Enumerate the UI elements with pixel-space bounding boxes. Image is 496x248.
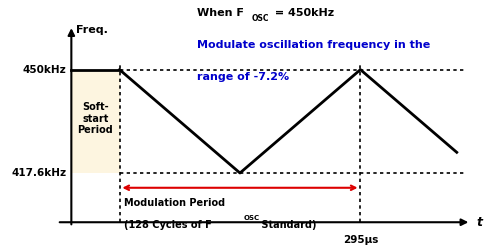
Bar <box>71 70 120 173</box>
Text: When F: When F <box>196 8 244 18</box>
Text: OSC: OSC <box>252 14 269 23</box>
Text: Modulation Period: Modulation Period <box>124 198 226 208</box>
Text: t: t <box>476 216 482 229</box>
Text: (128 Cycles of F: (128 Cycles of F <box>124 220 212 230</box>
Text: = 450kHz: = 450kHz <box>271 8 334 18</box>
Text: 450kHz: 450kHz <box>23 65 66 75</box>
Text: Modulate oscillation frequency in the: Modulate oscillation frequency in the <box>196 40 430 50</box>
Text: Soft-
start
Period: Soft- start Period <box>77 102 113 135</box>
Text: range of -7.2%: range of -7.2% <box>196 72 289 82</box>
Text: 417.6kHz: 417.6kHz <box>11 168 66 178</box>
Text: OSC: OSC <box>244 215 260 221</box>
Text: 295μs: 295μs <box>343 235 378 245</box>
Text: Standard): Standard) <box>258 220 317 230</box>
Text: Freq.: Freq. <box>76 25 108 35</box>
